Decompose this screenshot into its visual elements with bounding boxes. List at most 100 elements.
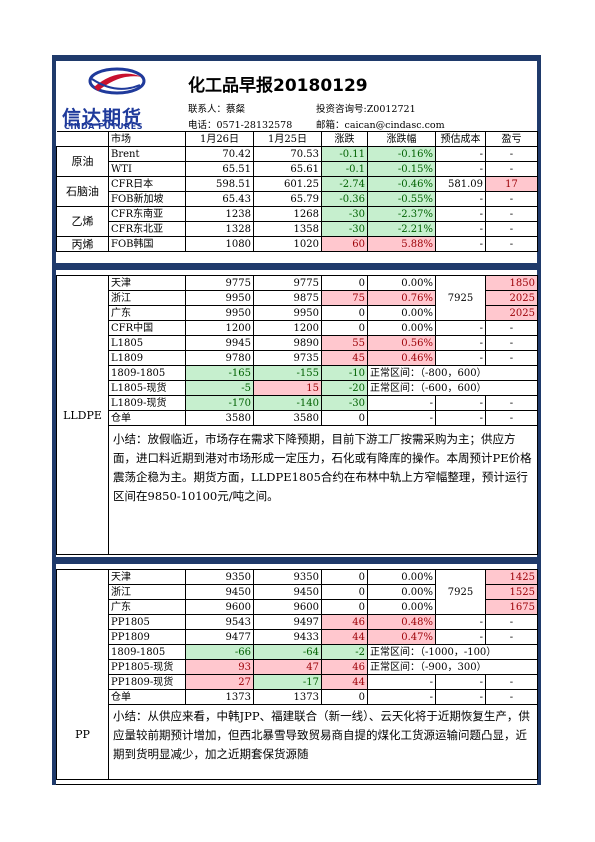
change-cell: 0 [321,305,368,321]
change-cell: -20 [321,380,368,396]
pp-group-label: PP [56,569,109,780]
value-cell: 9950 [185,290,254,306]
market-cell: 浙江 [108,584,186,600]
pl-cell: - [485,410,538,426]
pl-cell: 1850 [485,275,538,291]
pl-cell: - [485,320,538,336]
value-cell: 65.51 [185,161,254,177]
cost-cell: - [435,614,486,630]
value-cell: 27 [185,674,254,690]
license-number: 投资咨询号:Z0012721 [316,104,416,115]
lldpe-table: LLDPE 天津 9775 9775 0 0.00% 7925 1850 浙江 … [56,275,538,555]
pl-cell: - [485,614,538,630]
market-cell: L1809-现货 [108,395,186,411]
table-row: WTI 65.51 65.61 -0.1 -0.15% - - [57,161,538,177]
group-label: 乙烯 [56,206,109,237]
cost-cell: - [435,350,486,366]
pl-cell: 2025 [485,290,538,306]
market-cell: CFR东南亚 [108,206,186,222]
header-change: 涨跌 [321,131,368,147]
change-cell: -30 [321,221,368,237]
cost-cell: 7925 [435,275,486,321]
page-title: 化工品早报20180129 [188,76,368,96]
change-cell: 0 [321,275,368,291]
change-pct-cell: - [367,395,436,411]
change-pct-cell: -0.16% [367,146,436,162]
market-cell: 1809-1805 [108,644,186,660]
change-cell: 0 [321,584,368,600]
value-cell: 9875 [253,290,322,306]
cost-cell: - [435,206,486,222]
change-pct-cell: - [367,674,436,690]
value-cell: -155 [253,365,322,381]
market-cell: L1805-现货 [108,380,186,396]
market-cell: 仓单 [108,689,186,705]
change-pct-cell: 0.47% [367,629,436,645]
value-cell: 9543 [185,614,254,630]
change-cell: 0 [321,410,368,426]
pl-cell: - [485,335,538,351]
value-cell: -64 [253,644,322,660]
cost-cell: - [435,161,486,177]
value-cell: -17 [253,674,322,690]
table-row: 乙烯 CFR东南亚 1238 1268 -30 -2.37% - - [56,206,538,237]
group-label: 原油 [56,146,109,177]
cost-cell: - [435,395,486,411]
pl-cell: 17 [485,176,538,192]
pp-summary: 小结：从供应来看，中韩JPP、福建联合（新一线）、云天化将于近期恢复生产，供应量… [108,704,538,780]
note-row: 小结：从供应来看，中韩JPP、福建联合（新一线）、云天化将于近期恢复生产，供应量… [57,704,538,780]
pl-cell: - [485,689,538,705]
market-cell: CFR中国 [108,320,186,336]
value-cell: 9600 [253,599,322,615]
table-row: LLDPE 天津 9775 9775 0 0.00% 7925 1850 [56,275,538,555]
value-cell: 1268 [253,206,322,222]
market-cell: CFR日本 [108,176,186,192]
cost-cell: 7925 [435,569,486,615]
table-row: PP1805 9543 9497 46 0.48% - - [57,614,538,630]
table-row: 1809-1805 -165 -155 -10 正常区间：（-800，600） [57,365,538,381]
pl-cell: - [485,395,538,411]
change-pct-cell: -2.37% [367,206,436,222]
value-cell: 1200 [253,320,322,336]
cost-cell: - [435,236,486,252]
value-cell: 9350 [253,569,322,585]
market-cell: 天津 [108,275,186,291]
change-cell: 75 [321,290,368,306]
value-cell: 9497 [253,614,322,630]
normal-range-cell: 正常区间：（-1000，-100） [367,644,538,660]
logo-cn-text: 信达期货 [62,107,143,129]
change-cell: -10 [321,365,368,381]
logo-en-text: CINDA FUTURES [64,122,143,131]
value-cell: 9433 [253,629,322,645]
cost-cell: - [435,146,486,162]
cost-cell: - [435,221,486,237]
change-pct-cell: 0.48% [367,614,436,630]
frame-right [537,55,541,785]
table-row: 原油 Brent 70.42 70.53 -0.11 -0.16% - - [56,146,538,177]
header-blank [56,131,109,147]
value-cell: 1080 [185,236,254,252]
header-cost: 预估成本 [435,131,486,147]
value-cell: 9950 [185,305,254,321]
market-cell: L1809 [108,350,186,366]
cost-cell: 581.09 [435,176,486,192]
change-cell: 0 [321,569,368,585]
normal-range-cell: 正常区间：（-800，600） [367,365,538,381]
market-cell: 天津 [108,569,186,585]
market-cell: 广东 [108,599,186,615]
change-cell: 44 [321,629,368,645]
change-pct-cell: 0.00% [367,569,436,585]
table-row: PP1805-现货 93 47 46 正常区间：（-900，300） [57,659,538,675]
value-cell: 9945 [185,335,254,351]
change-pct-cell: 0.00% [367,320,436,336]
market-cell: FOB新加坡 [108,191,186,207]
change-cell: -0.36 [321,191,368,207]
value-cell: 65.79 [253,191,322,207]
market-cell: 浙江 [108,290,186,306]
cost-cell: - [435,410,486,426]
table-row: PP1809-现货 27 -17 44 - - - [57,674,538,690]
section-divider [52,557,541,564]
change-cell: -0.1 [321,161,368,177]
cost-cell: - [435,320,486,336]
value-cell: 9780 [185,350,254,366]
